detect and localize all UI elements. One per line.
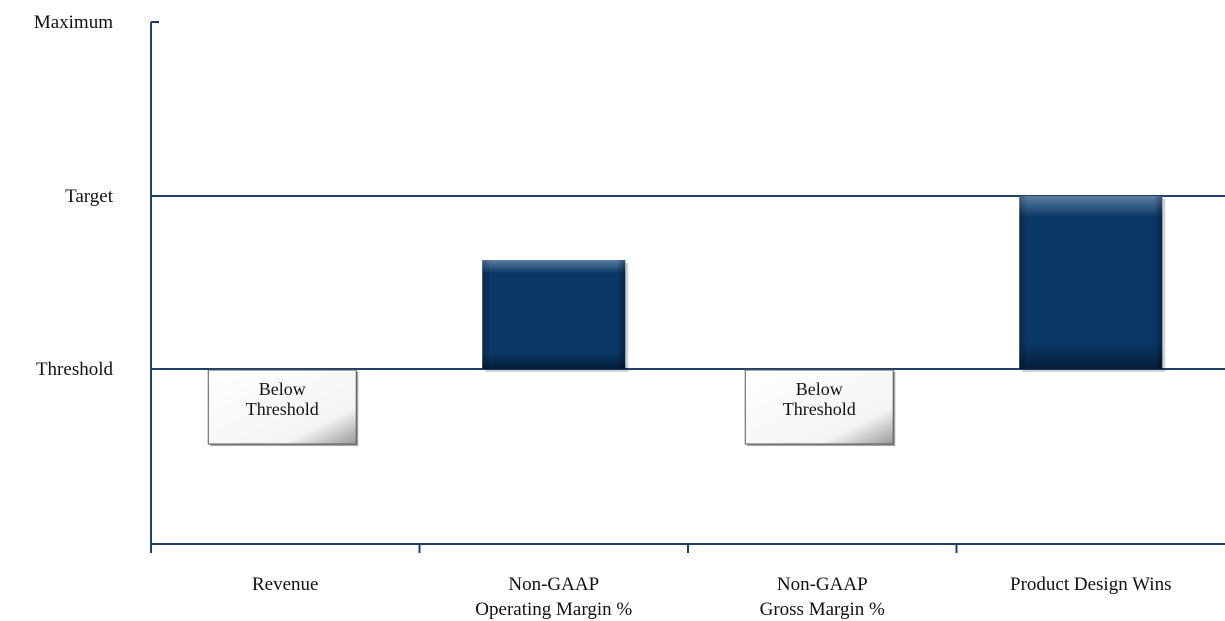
- category-label: Operating Margin %: [475, 599, 632, 620]
- category-label: Revenue: [252, 574, 318, 595]
- bar: [1019, 196, 1166, 372]
- annotation-label: Below: [259, 379, 306, 399]
- category-label: Gross Margin %: [760, 599, 885, 620]
- annotation-label: Threshold: [246, 399, 319, 419]
- category-label: Product Design Wins: [1010, 574, 1171, 595]
- category-label: Non-GAAP: [777, 574, 868, 595]
- bar: [482, 260, 629, 372]
- y-label-maximum: Maximum: [34, 12, 113, 33]
- annotation-label: Threshold: [783, 399, 856, 419]
- y-label-threshold: Threshold: [36, 359, 114, 380]
- category-label: Non-GAAP: [508, 574, 599, 595]
- annotation-label: Below: [796, 379, 843, 399]
- y-label-target: Target: [65, 186, 114, 207]
